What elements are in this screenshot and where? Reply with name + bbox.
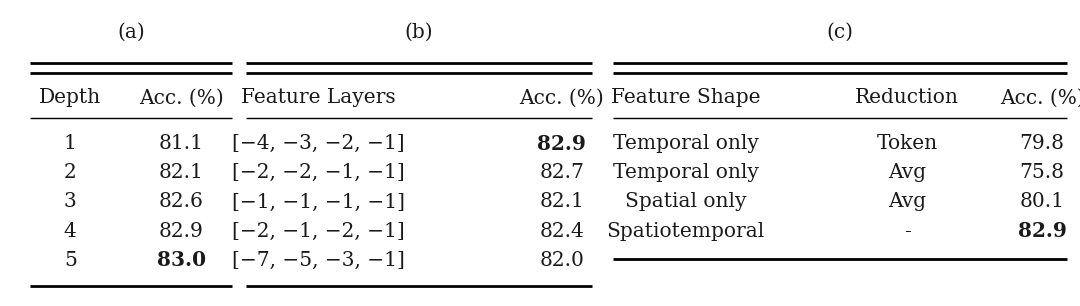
Text: 4: 4 — [64, 222, 77, 241]
Text: 2: 2 — [64, 163, 77, 182]
Text: 5: 5 — [64, 251, 77, 270]
Text: Reduction: Reduction — [855, 88, 959, 107]
Text: Feature Shape: Feature Shape — [611, 88, 760, 107]
Text: [−7, −5, −3, −1]: [−7, −5, −3, −1] — [232, 251, 405, 270]
Text: Spatiotemporal: Spatiotemporal — [607, 222, 765, 241]
Text: 82.7: 82.7 — [539, 163, 584, 182]
Text: 81.1: 81.1 — [159, 134, 204, 153]
Text: 82.9: 82.9 — [1017, 221, 1067, 241]
Text: 82.1: 82.1 — [539, 192, 584, 211]
Text: 82.4: 82.4 — [539, 222, 584, 241]
Text: 82.9: 82.9 — [537, 134, 586, 154]
Text: Acc. (%): Acc. (%) — [139, 88, 224, 107]
Text: 82.1: 82.1 — [159, 163, 204, 182]
Text: [−4, −3, −2, −1]: [−4, −3, −2, −1] — [232, 134, 405, 153]
Text: -: - — [904, 222, 910, 241]
Text: Temporal only: Temporal only — [612, 134, 759, 153]
Text: [−2, −1, −2, −1]: [−2, −1, −2, −1] — [232, 222, 405, 241]
Text: 75.8: 75.8 — [1020, 163, 1065, 182]
Text: 79.8: 79.8 — [1020, 134, 1065, 153]
Text: 1: 1 — [64, 134, 77, 153]
Text: Depth: Depth — [39, 88, 102, 107]
Text: 82.6: 82.6 — [159, 192, 204, 211]
Text: Acc. (%): Acc. (%) — [519, 88, 604, 107]
Text: Temporal only: Temporal only — [612, 163, 759, 182]
Text: Avg: Avg — [888, 163, 927, 182]
Text: Avg: Avg — [888, 192, 927, 211]
Text: 83.0: 83.0 — [157, 250, 206, 270]
Text: 82.0: 82.0 — [539, 251, 584, 270]
Text: [−1, −1, −1, −1]: [−1, −1, −1, −1] — [232, 192, 405, 211]
Text: Feature Layers: Feature Layers — [241, 88, 396, 107]
Text: (b): (b) — [405, 23, 433, 42]
Text: Token: Token — [877, 134, 937, 153]
Text: (c): (c) — [827, 23, 854, 42]
Text: 3: 3 — [64, 192, 77, 211]
Text: Spatial only: Spatial only — [625, 192, 746, 211]
Text: [−2, −2, −1, −1]: [−2, −2, −1, −1] — [232, 163, 405, 182]
Text: (a): (a) — [118, 23, 145, 42]
Text: Acc. (%): Acc. (%) — [1000, 88, 1080, 107]
Text: 80.1: 80.1 — [1020, 192, 1065, 211]
Text: 82.9: 82.9 — [159, 222, 204, 241]
